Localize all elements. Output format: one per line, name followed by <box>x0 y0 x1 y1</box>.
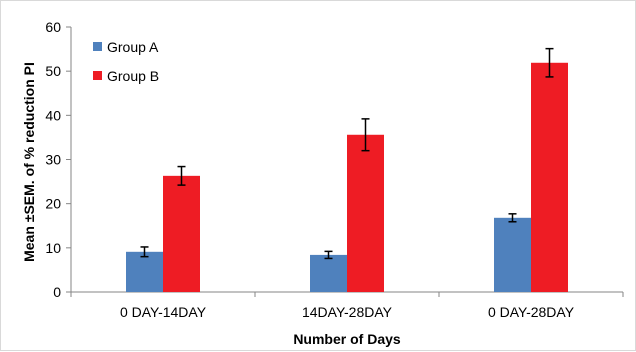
bar <box>126 251 163 292</box>
y-tick-label: 50 <box>45 63 61 79</box>
x-tick-label: 0 DAY-28DAY <box>488 304 575 320</box>
y-tick-label: 30 <box>45 152 61 168</box>
y-tick-label: 0 <box>53 284 61 300</box>
y-axis-title: Mean ±SEM. of % reduction PI <box>21 62 37 262</box>
bar <box>494 217 531 292</box>
bar <box>531 62 568 293</box>
x-tick-label: 14DAY-28DAY <box>302 304 393 320</box>
x-tick-label: 0 DAY-14DAY <box>120 304 207 320</box>
x-axis: 0 DAY-14DAY 14DAY-28DAY 0 DAY-28DAY <box>70 291 624 320</box>
bar <box>347 134 384 292</box>
y-tick-label: 10 <box>45 240 61 256</box>
legend: Group A Group B <box>93 39 159 84</box>
y-tick-label: 40 <box>45 107 61 123</box>
bar <box>163 175 200 292</box>
legend-label: Group B <box>107 68 159 84</box>
legend-swatch <box>93 42 102 51</box>
legend-swatch <box>93 71 102 80</box>
x-axis-title: Number of Days <box>293 331 401 347</box>
y-axis: 0 10 20 30 40 50 60 <box>45 19 72 300</box>
legend-label: Group A <box>107 39 159 55</box>
bar <box>310 254 347 292</box>
y-tick-label: 60 <box>45 19 61 35</box>
y-tick-label: 20 <box>45 196 61 212</box>
bars <box>126 47 568 293</box>
